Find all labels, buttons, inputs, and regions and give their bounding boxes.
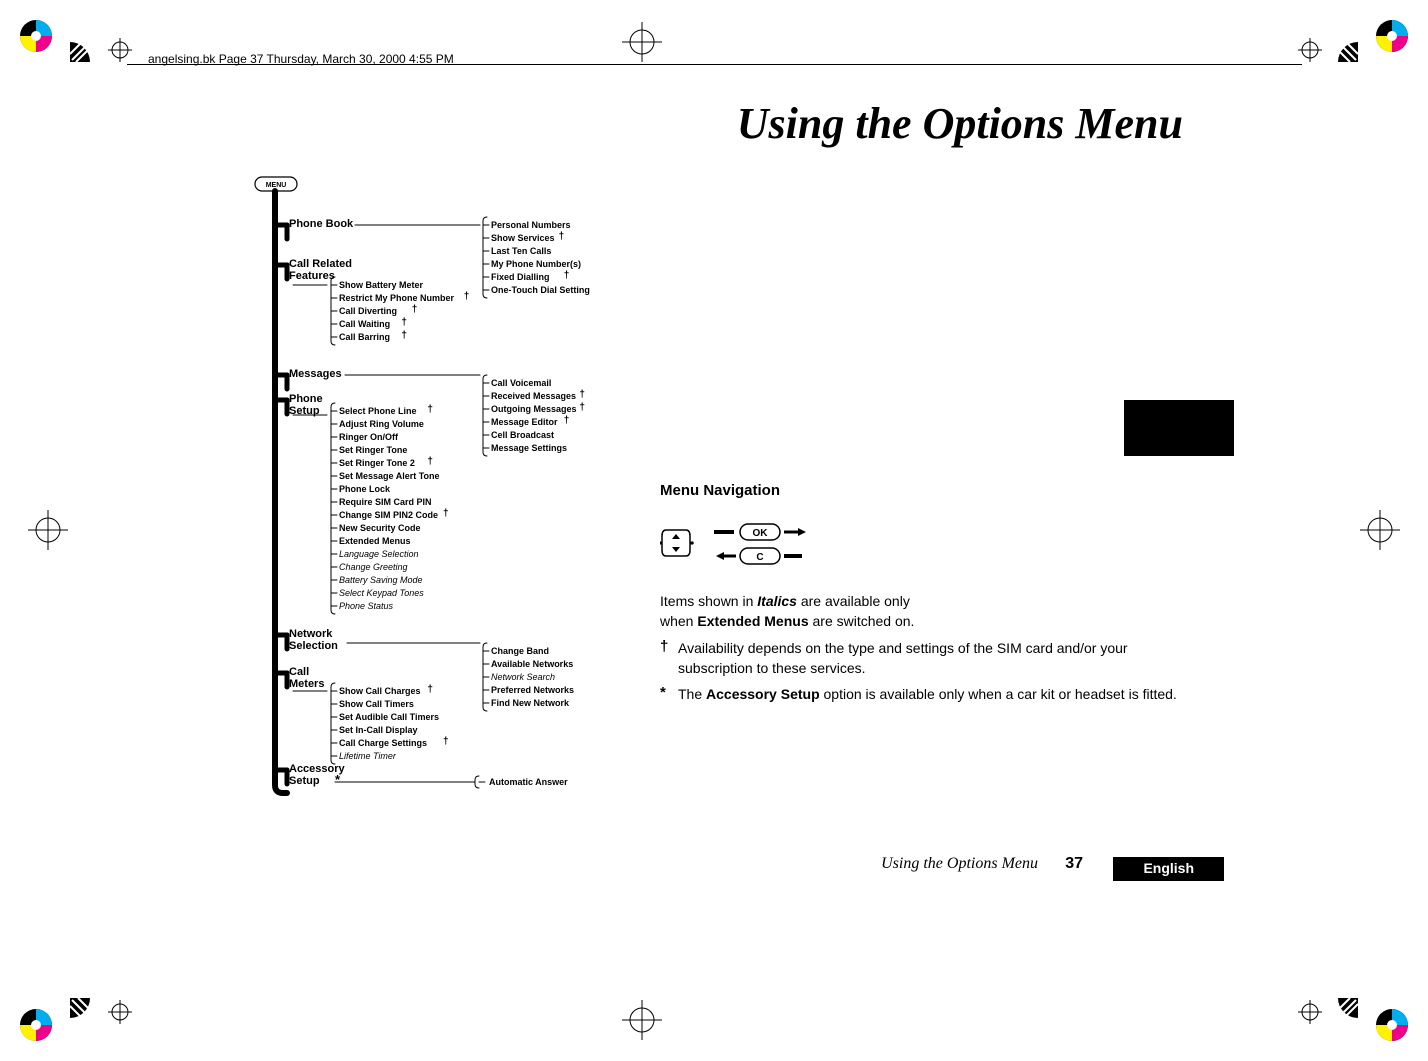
- svg-text:Message Settings: Message Settings: [491, 443, 567, 453]
- svg-text:Set In-Call Display: Set In-Call Display: [339, 725, 418, 735]
- svg-text:Set Message Alert Tone: Set Message Alert Tone: [339, 471, 440, 481]
- svg-text:Change Band: Change Band: [491, 646, 549, 656]
- svg-text:Network: Network: [289, 628, 333, 640]
- svg-text:Call: Call: [289, 666, 309, 678]
- svg-text:C: C: [756, 552, 763, 563]
- svg-text:Available Networks: Available Networks: [491, 659, 573, 669]
- svg-text:Selection: Selection: [289, 640, 338, 652]
- notes-panel: Menu Navigation OK: [660, 480, 1180, 705]
- svg-text:†: †: [401, 330, 407, 341]
- svg-text:Setup: Setup: [289, 775, 320, 787]
- svg-text:Show Call Timers: Show Call Timers: [339, 699, 414, 709]
- svg-text:Personal Numbers: Personal Numbers: [491, 220, 571, 230]
- nav-diagram: OK C: [660, 516, 1180, 577]
- svg-text:†: †: [564, 415, 570, 426]
- svg-text:My Phone Number(s): My Phone Number(s): [491, 259, 581, 269]
- svg-text:Change SIM PIN2 Code: Change SIM PIN2 Code: [339, 510, 438, 520]
- svg-text:†: †: [443, 736, 449, 747]
- svg-text:Cell Broadcast: Cell Broadcast: [491, 430, 554, 440]
- svg-text:†: †: [559, 231, 565, 242]
- svg-text:†: †: [579, 389, 585, 400]
- svg-text:Ringer On/Off: Ringer On/Off: [339, 432, 399, 442]
- svg-text:Lifetime Timer: Lifetime Timer: [339, 751, 397, 761]
- svg-text:Show Services: Show Services: [491, 233, 555, 243]
- svg-text:Message Editor: Message Editor: [491, 417, 558, 427]
- svg-text:New Security Code: New Security Code: [339, 523, 421, 533]
- svg-text:Select Phone Line: Select Phone Line: [339, 406, 417, 416]
- footer-page-number: 37: [1065, 855, 1083, 873]
- svg-text:Set Ringer Tone 2: Set Ringer Tone 2: [339, 458, 415, 468]
- menu-tree: MENU Phone Book Call RelatedFeatures Messa…: [235, 175, 635, 800]
- page: angelsing.bk Page 37 Thursday, March 30,…: [0, 0, 1428, 1061]
- svg-text:Phone Status: Phone Status: [339, 601, 394, 611]
- svg-text:Language Selection: Language Selection: [339, 549, 419, 559]
- svg-text:Select Keypad Tones: Select Keypad Tones: [339, 588, 424, 598]
- italics-note: Items shown in Italics are available onl…: [660, 591, 1180, 632]
- section-tab: [1124, 400, 1234, 456]
- svg-text:Call Barring: Call Barring: [339, 332, 390, 342]
- svg-text:Restrict My Phone Number: Restrict My Phone Number: [339, 293, 455, 303]
- dagger-symbol: †: [660, 638, 678, 656]
- svg-text:OK: OK: [753, 528, 769, 539]
- svg-text:†: †: [564, 270, 570, 281]
- svg-text:Adjust Ring Volume: Adjust Ring Volume: [339, 419, 424, 429]
- svg-text:Change Greeting: Change Greeting: [339, 562, 408, 572]
- footer-language-badge: English: [1113, 857, 1224, 881]
- svg-text:†: †: [427, 404, 433, 415]
- star-symbol: *: [660, 684, 678, 702]
- svg-text:Extended Menus: Extended Menus: [339, 536, 411, 546]
- svg-text:†: †: [427, 456, 433, 467]
- svg-text:One-Touch Dial Setting: One-Touch Dial Setting: [491, 285, 590, 295]
- svg-text:†: †: [412, 304, 418, 315]
- page-title: Using the Options Menu: [737, 98, 1183, 149]
- footer-title: Using the Options Menu: [881, 855, 1038, 873]
- svg-text:†: †: [443, 508, 449, 519]
- dagger-note: † Availability depends on the type and s…: [660, 638, 1180, 679]
- svg-text:†: †: [579, 402, 585, 413]
- svg-text:Phone Book: Phone Book: [289, 218, 354, 230]
- svg-text:Set Audible Call Timers: Set Audible Call Timers: [339, 712, 439, 722]
- svg-text:Require SIM Card PIN: Require SIM Card PIN: [339, 497, 432, 507]
- svg-text:Messages: Messages: [289, 368, 342, 380]
- svg-text:Phone: Phone: [289, 393, 323, 405]
- svg-text:Call Charge Settings: Call Charge Settings: [339, 738, 427, 748]
- svg-text:Network Search: Network Search: [491, 672, 555, 682]
- svg-text:Call Waiting: Call Waiting: [339, 319, 390, 329]
- svg-text:Phone Lock: Phone Lock: [339, 484, 391, 494]
- svg-text:Show Call Charges: Show Call Charges: [339, 686, 421, 696]
- star-note: * The Accessory Setup option is availabl…: [660, 684, 1180, 704]
- svg-text:Features: Features: [289, 270, 335, 282]
- svg-text:Show Battery Meter: Show Battery Meter: [339, 280, 424, 290]
- svg-text:Battery Saving Mode: Battery Saving Mode: [339, 575, 423, 585]
- menu-pill-label: MENU: [266, 182, 287, 189]
- svg-text:Find New Network: Find New Network: [491, 698, 570, 708]
- svg-text:Received Messages: Received Messages: [491, 391, 576, 401]
- nav-heading: Menu Navigation: [660, 480, 1180, 502]
- svg-text:Call Related: Call Related: [289, 258, 352, 270]
- svg-text:Automatic Answer: Automatic Answer: [489, 777, 568, 787]
- svg-text:Meters: Meters: [289, 678, 324, 690]
- svg-text:Call Voicemail: Call Voicemail: [491, 378, 551, 388]
- svg-text:†: †: [427, 684, 433, 695]
- svg-text:Outgoing Messages: Outgoing Messages: [491, 404, 577, 414]
- svg-text:Set Ringer Tone: Set Ringer Tone: [339, 445, 407, 455]
- svg-text:†: †: [401, 317, 407, 328]
- svg-text:Preferred Networks: Preferred Networks: [491, 685, 574, 695]
- svg-text:Last Ten Calls: Last Ten Calls: [491, 246, 551, 256]
- svg-text:†: †: [464, 291, 470, 302]
- svg-text:Fixed Dialling: Fixed Dialling: [491, 272, 550, 282]
- svg-text:Call Diverting: Call Diverting: [339, 306, 397, 316]
